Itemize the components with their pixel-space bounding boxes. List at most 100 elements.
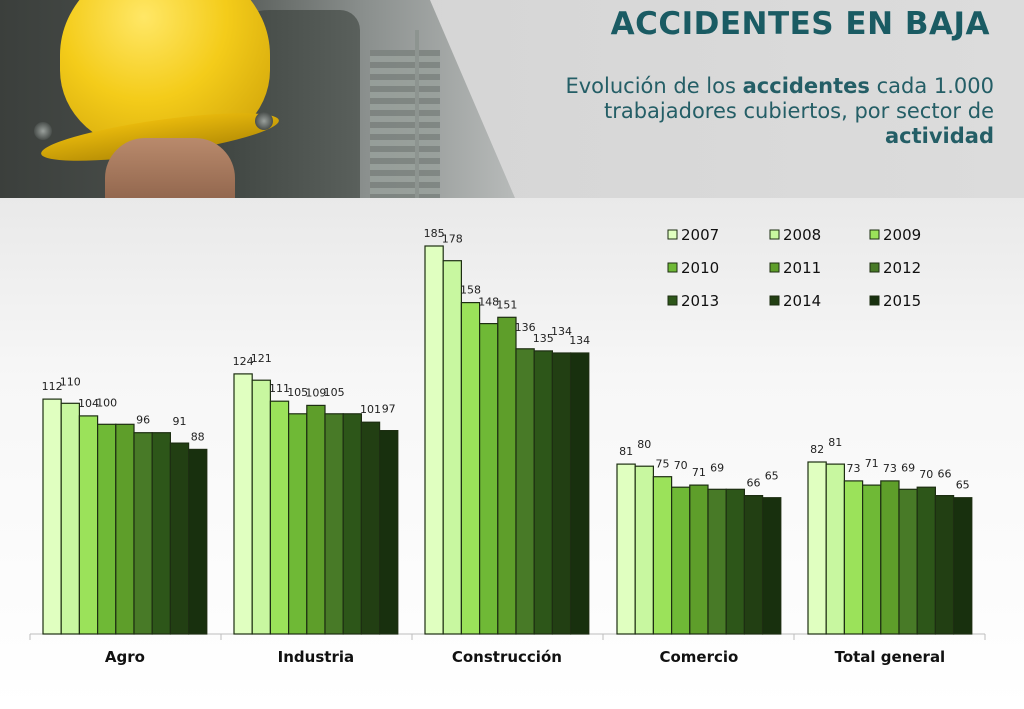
data-label: 69 — [901, 461, 915, 474]
data-label: 185 — [424, 227, 445, 240]
data-label: 100 — [96, 396, 117, 409]
legend-label: 2014 — [783, 292, 821, 310]
bar-2010-comercio — [670, 486, 691, 635]
bar-2015-industria — [379, 430, 399, 635]
bar-2012-total-general — [898, 488, 918, 635]
data-label: 105 — [324, 386, 345, 399]
data-label: 71 — [865, 457, 879, 470]
x-tick-label: Agro — [105, 648, 145, 666]
bar-2008-agro — [60, 402, 81, 635]
x-tick-label: Construcción — [452, 648, 562, 666]
legend-label: 2012 — [883, 259, 921, 277]
bar-2012-construcción — [515, 348, 535, 635]
bar-2013-industria — [342, 413, 363, 635]
data-label: 70 — [919, 468, 933, 481]
bar-2009-construcción — [460, 302, 481, 635]
bar-2007-construcción — [424, 245, 444, 635]
subtitle-bold-2: actividad — [885, 124, 994, 148]
building-shape — [370, 50, 440, 198]
x-tick-label: Total general — [835, 648, 946, 666]
bar-2011-agro — [115, 423, 135, 635]
data-label: 88 — [191, 430, 205, 443]
legend-label: 2008 — [783, 226, 821, 244]
data-label: 104 — [78, 397, 99, 410]
bar-2014-comercio — [743, 495, 764, 635]
data-label: 124 — [233, 355, 254, 368]
legend-swatch — [869, 262, 880, 273]
legend-swatch — [769, 262, 780, 273]
data-label: 65 — [956, 479, 970, 492]
data-label: 178 — [442, 233, 463, 246]
data-label: 158 — [460, 284, 481, 297]
data-label: 75 — [656, 458, 670, 471]
legend-label: 2013 — [681, 292, 719, 310]
bar-2009-total-general — [843, 480, 864, 635]
data-label: 81 — [828, 436, 842, 449]
bar-2010-construcción — [479, 323, 499, 635]
bar-2011-industria — [306, 404, 326, 635]
jacket-button-icon — [34, 122, 52, 140]
data-label: 105 — [287, 386, 308, 399]
bar-2013-comercio — [725, 488, 746, 635]
x-tick-label: Industria — [278, 648, 354, 666]
x-tick-label: Comercio — [659, 648, 738, 666]
subtitle-bold-1: accidentes — [742, 74, 870, 98]
bar-2008-total-general — [825, 463, 846, 635]
bar-2011-total-general — [880, 480, 900, 635]
legend-swatch — [667, 229, 678, 240]
legend-label: 2015 — [883, 292, 921, 310]
data-label: 136 — [515, 321, 536, 334]
subtitle-text-1: Evolución de los — [565, 74, 743, 98]
data-label: 135 — [533, 332, 554, 345]
bar-2008-industria — [251, 379, 271, 635]
legend-swatch — [667, 262, 678, 273]
bar-2011-comercio — [689, 484, 709, 635]
legend-swatch — [869, 295, 880, 306]
bar-2014-total-general — [934, 495, 955, 635]
legend-label: 2010 — [681, 259, 719, 277]
bar-2010-agro — [96, 423, 117, 635]
data-label: 134 — [551, 325, 572, 338]
bar-2009-industria — [269, 400, 290, 635]
bar-2012-comercio — [707, 488, 727, 635]
bar-2008-construcción — [442, 260, 463, 635]
bar-2009-comercio — [652, 476, 673, 635]
bar-2009-agro — [78, 415, 99, 635]
data-label: 97 — [382, 403, 396, 416]
legend-label: 2011 — [783, 259, 821, 277]
hand-shape — [105, 138, 235, 198]
data-label: 81 — [619, 445, 633, 458]
bar-2007-agro — [42, 398, 62, 635]
bar-2015-comercio — [761, 497, 782, 635]
bar-2014-agro — [169, 442, 190, 635]
data-label: 82 — [810, 443, 824, 456]
bar-2013-agro — [151, 432, 171, 635]
bar-2010-total-general — [861, 484, 882, 635]
legend-swatch — [769, 229, 780, 240]
crane-shape — [415, 30, 419, 198]
legend-label: 2009 — [883, 226, 921, 244]
data-label: 151 — [496, 298, 517, 311]
data-label: 66 — [747, 477, 761, 490]
data-label: 70 — [674, 459, 688, 472]
bar-2015-construcción — [569, 352, 590, 635]
data-label: 121 — [251, 352, 272, 365]
data-label: 110 — [60, 375, 81, 388]
data-label: 101 — [360, 403, 381, 416]
data-label: 80 — [637, 438, 651, 451]
bar-2010-industria — [288, 413, 308, 635]
bar-2012-agro — [133, 432, 153, 635]
bar-2007-industria — [233, 373, 253, 635]
header-banner: ACCIDENTES EN BAJA Evolución de los acci… — [0, 0, 1024, 198]
legend-swatch — [667, 295, 678, 306]
data-label: 112 — [42, 380, 63, 393]
data-label: 73 — [847, 462, 861, 475]
bar-2014-construcción — [551, 352, 572, 635]
bar-2013-construcción — [533, 350, 554, 635]
worker-helmet-photo-icon — [0, 0, 515, 198]
bar-2007-total-general — [807, 461, 827, 635]
bar-2007-comercio — [616, 463, 636, 635]
bar-2015-total-general — [952, 497, 973, 635]
bar-2011-construcción — [497, 316, 517, 635]
